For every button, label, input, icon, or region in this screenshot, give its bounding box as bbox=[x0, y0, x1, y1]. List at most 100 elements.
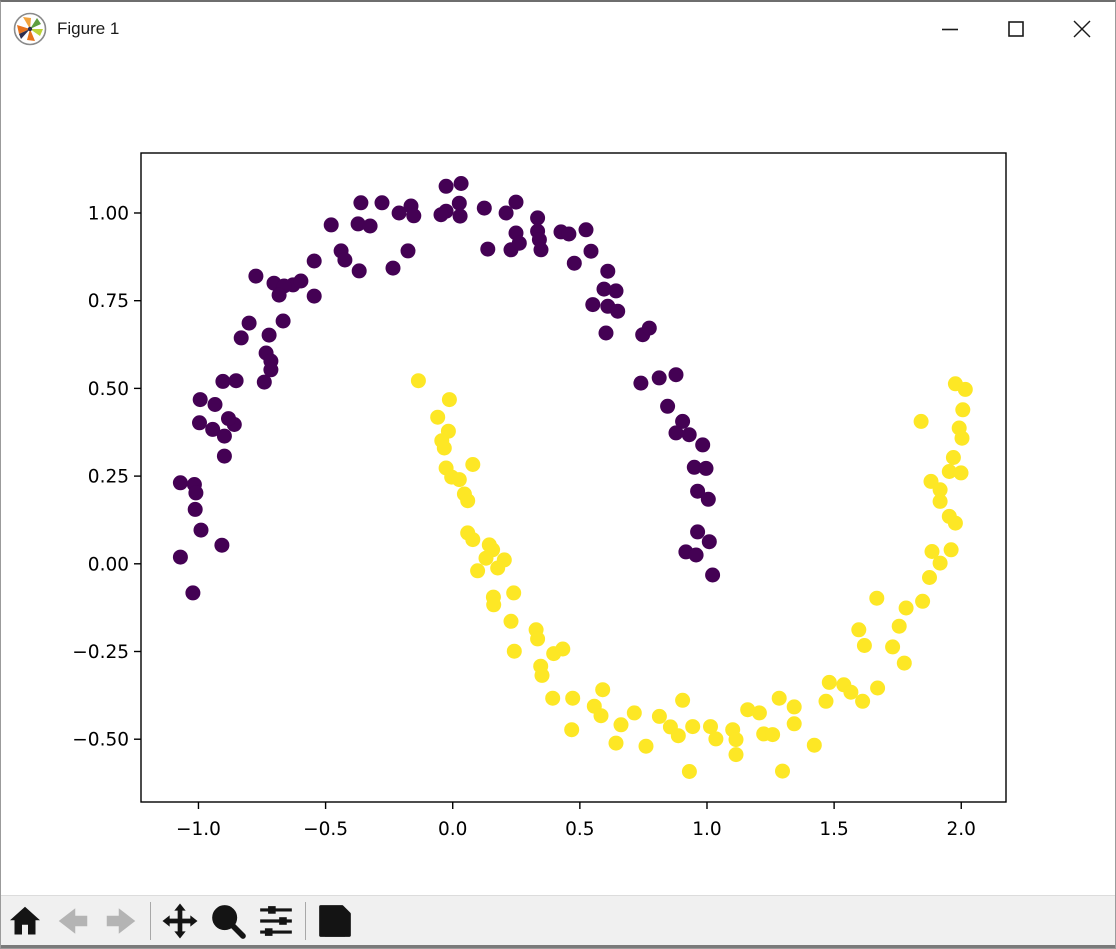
scatter-point-moon-upper bbox=[480, 241, 496, 257]
scatter-point-moon-lower bbox=[913, 413, 929, 429]
close-button[interactable] bbox=[1049, 2, 1115, 56]
window-title: Figure 1 bbox=[57, 19, 120, 38]
scatter-point-moon-lower bbox=[851, 622, 867, 638]
x-tick-label: −1.0 bbox=[176, 819, 221, 840]
scatter-point-moon-lower bbox=[470, 563, 486, 579]
scatter-point-moon-upper bbox=[498, 205, 514, 221]
scatter-point-moon-lower bbox=[555, 641, 571, 657]
plot-spines bbox=[140, 152, 1007, 803]
scatter-point-moon-upper bbox=[362, 218, 378, 234]
scatter-point-moon-upper bbox=[216, 428, 232, 444]
scatter-point-moon-lower bbox=[506, 585, 522, 601]
scatter-point-moon-lower bbox=[922, 570, 937, 585]
minimize-button[interactable] bbox=[917, 2, 983, 56]
y-tick-label: 0.00 bbox=[88, 554, 129, 575]
scatter-point-moon-upper bbox=[452, 208, 468, 224]
scatter-point-moon-lower bbox=[608, 735, 624, 751]
scatter-point-moon-upper bbox=[241, 315, 257, 331]
scatter-point-moon-lower bbox=[430, 409, 446, 425]
scatter-point-moon-upper bbox=[695, 437, 711, 453]
back-button[interactable] bbox=[50, 898, 96, 944]
scatter-point-moon-upper bbox=[233, 330, 249, 346]
y-tick-label: −0.25 bbox=[72, 642, 129, 663]
pan-icon bbox=[162, 903, 198, 938]
scatter-point-moon-upper bbox=[216, 448, 232, 464]
scatter-point-moon-lower bbox=[896, 655, 912, 671]
scatter-point-moon-upper bbox=[533, 242, 549, 258]
scatter-point-moon-upper bbox=[566, 255, 582, 271]
scatter-point-moon-upper bbox=[228, 373, 244, 389]
save-button[interactable] bbox=[312, 898, 358, 944]
scatter-point-moon-lower bbox=[885, 639, 901, 655]
matplotlib-logo-icon bbox=[13, 12, 47, 46]
scatter-point-moon-upper bbox=[351, 263, 367, 279]
title-bar[interactable]: Figure 1 bbox=[1, 2, 1115, 56]
scatter-point-moon-lower bbox=[708, 731, 724, 747]
scatter-point-moon-lower bbox=[503, 613, 519, 629]
y-tick-label: 0.50 bbox=[88, 379, 129, 400]
scatter-point-moon-upper bbox=[600, 263, 616, 279]
scatter-point-moon-lower bbox=[771, 690, 787, 706]
zoom-icon bbox=[212, 904, 246, 939]
scatter-point-moon-upper bbox=[185, 585, 201, 601]
scatter-point-moon-upper bbox=[353, 195, 369, 211]
scatter-point-moon-upper bbox=[530, 210, 546, 226]
scatter-point-moon-upper bbox=[583, 243, 599, 259]
scatter-point-moon-lower bbox=[626, 705, 642, 721]
scatter-point-moon-upper bbox=[660, 398, 676, 414]
scatter-point-moon-lower bbox=[941, 464, 957, 479]
scatter-point-moon-lower bbox=[465, 532, 481, 548]
scatter-point-moon-lower bbox=[465, 457, 481, 472]
navigation-toolbar bbox=[1, 895, 1115, 948]
scatter-point-moon-lower bbox=[675, 692, 691, 708]
scatter-point-moon-lower bbox=[486, 597, 502, 613]
scatter-point-moon-upper bbox=[686, 459, 702, 475]
scatter-point-moon-upper bbox=[172, 475, 188, 491]
scatter-point-moon-upper bbox=[633, 375, 649, 391]
scatter-point-moon-lower bbox=[478, 550, 494, 566]
scatter-point-moon-upper bbox=[668, 367, 684, 383]
scatter-point-moon-lower bbox=[932, 555, 948, 571]
scatter-point-moon-lower bbox=[818, 693, 834, 709]
window-controls bbox=[917, 2, 1115, 56]
scatter-point-moon-lower bbox=[957, 381, 973, 397]
scatter-point-moon-lower bbox=[530, 631, 546, 647]
y-tick-label: 0.25 bbox=[88, 467, 129, 488]
scatter-point-moon-upper bbox=[476, 200, 492, 216]
scatter-point-moon-upper bbox=[221, 411, 236, 427]
scatter-point-moon-lower bbox=[870, 680, 886, 696]
maximize-button[interactable] bbox=[983, 2, 1049, 56]
scatter-point-moon-lower bbox=[681, 764, 697, 779]
scatter-point-moon-lower bbox=[595, 682, 611, 698]
minimize-icon bbox=[942, 28, 958, 31]
scatter-point-moon-lower bbox=[490, 560, 506, 576]
x-tick-label: 0.0 bbox=[438, 819, 467, 840]
scatter-point-moon-upper bbox=[585, 297, 601, 313]
scatter-point-moon-lower bbox=[765, 727, 781, 743]
scatter-point-moon-upper bbox=[207, 397, 223, 412]
scatter-point-moon-upper bbox=[400, 243, 416, 259]
scatter-point-moon-upper bbox=[701, 534, 717, 550]
scatter-point-moon-lower bbox=[954, 430, 970, 446]
scatter-point-moon-lower bbox=[451, 472, 467, 488]
scatter-point-moon-upper bbox=[690, 483, 706, 499]
scatter-point-moon-lower bbox=[869, 590, 885, 606]
scatter-point-moon-lower bbox=[565, 690, 581, 706]
x-tick-label: 0.5 bbox=[565, 819, 594, 840]
home-button[interactable] bbox=[2, 898, 48, 944]
scatter-point-moon-upper bbox=[508, 194, 524, 210]
y-tick-label: 1.00 bbox=[88, 203, 129, 224]
scatter-point-moon-lower bbox=[506, 643, 522, 659]
subplots-button[interactable] bbox=[253, 898, 299, 944]
maximize-icon bbox=[1008, 21, 1024, 37]
scatter-point-moon-upper bbox=[323, 217, 339, 233]
scatter-point-moon-lower bbox=[945, 450, 961, 465]
scatter-point-moon-lower bbox=[593, 708, 609, 724]
scatter-point-moon-upper bbox=[651, 370, 667, 386]
scatter-point-moon-lower bbox=[932, 493, 948, 509]
pan-button[interactable] bbox=[157, 898, 203, 944]
zoom-button[interactable] bbox=[205, 898, 251, 944]
subplots-icon bbox=[260, 905, 292, 936]
forward-button[interactable] bbox=[98, 898, 144, 944]
scatter-point-moon-lower bbox=[947, 515, 963, 531]
